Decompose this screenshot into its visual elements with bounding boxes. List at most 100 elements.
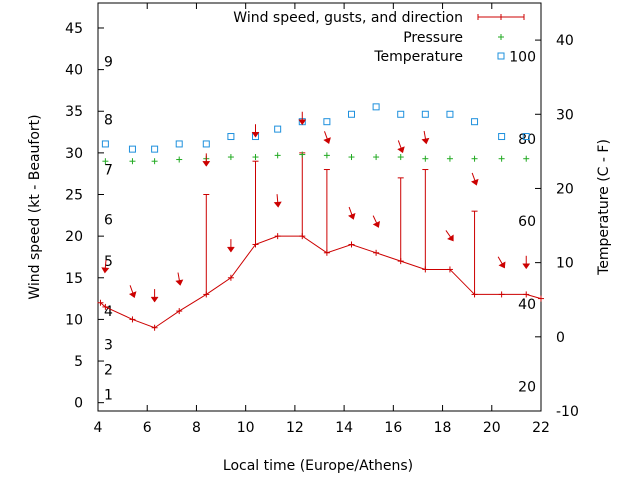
temperature-point xyxy=(128,145,136,153)
fahrenheit-label: 100 xyxy=(509,49,536,65)
x-tick-label: 4 xyxy=(94,420,103,436)
wind-arrow-head xyxy=(128,291,137,298)
temperature-point xyxy=(227,133,235,141)
beaufort-label: 2 xyxy=(104,362,113,378)
y-right-tick-label: 30 xyxy=(556,107,574,123)
wind-arrow-head xyxy=(323,137,331,144)
wind-arrow xyxy=(175,272,184,286)
legend-temperature-marker xyxy=(497,52,505,60)
wind-arrow-head xyxy=(226,246,235,253)
temperature-series xyxy=(101,103,530,153)
pressure-series xyxy=(102,151,530,165)
temperature-point xyxy=(274,125,282,133)
wind-arrow-head xyxy=(447,234,454,242)
wind-arrow-head xyxy=(498,261,506,269)
beaufort-label: 1 xyxy=(104,387,113,403)
x-tick-label: 20 xyxy=(483,420,501,436)
x-tick-label: 22 xyxy=(532,420,550,436)
wind-arrow xyxy=(421,130,430,145)
fahrenheit-label: 20 xyxy=(518,380,536,396)
beaufort-label: 3 xyxy=(104,337,113,353)
y-left-tick-label: 40 xyxy=(65,63,83,79)
temperature-point xyxy=(347,110,355,118)
y-left-tick-label: 5 xyxy=(74,354,83,370)
temperature-point xyxy=(151,145,159,153)
wind-arrow xyxy=(128,285,137,298)
temperature-point xyxy=(471,118,479,126)
y-left-tick-label: 15 xyxy=(65,271,83,287)
x-tick-label: 10 xyxy=(237,420,255,436)
temperature-point xyxy=(522,133,530,141)
wind-arrow-head xyxy=(251,131,260,138)
gust-bars xyxy=(203,152,478,295)
wind-arrow xyxy=(445,230,454,242)
beaufort-label: 9 xyxy=(104,54,113,70)
y-left-tick-label: 20 xyxy=(65,229,83,245)
wind-arrow-head xyxy=(522,263,531,270)
wind-arrow xyxy=(150,289,159,303)
legend-label: Pressure xyxy=(403,30,463,46)
y-right-tick-label: 0 xyxy=(556,330,565,346)
wind-arrow-head xyxy=(421,137,430,145)
wind-arrow-head xyxy=(175,279,184,286)
wind-arrow xyxy=(202,153,211,167)
x-tick-label: 8 xyxy=(192,420,201,436)
wind-arrow-head xyxy=(101,267,110,274)
wind-arrow-head xyxy=(471,178,479,186)
legend-label: Temperature xyxy=(373,49,463,65)
beaufort-labels: 1 2 3 4 5 6 7 8 9 xyxy=(104,54,113,403)
y-axis-left-label: Wind speed (kt - Beaufort) xyxy=(27,114,43,299)
plot-frame xyxy=(97,2,542,412)
wind-arrow xyxy=(397,140,405,154)
wind-arrow-head xyxy=(202,161,211,167)
wind-arrow-head xyxy=(298,119,307,126)
wind-arrow-head xyxy=(273,201,282,208)
y-axis-right-label: Temperature (C - F) xyxy=(596,139,612,276)
temperature-point xyxy=(397,110,405,118)
temperature-point xyxy=(175,140,183,148)
legend-label: Wind speed, gusts, and direction xyxy=(233,10,463,26)
beaufort-label: 4 xyxy=(104,304,113,320)
x-tick-label: 6 xyxy=(143,420,152,436)
temperature-point xyxy=(372,103,380,111)
wind-speed-line xyxy=(100,235,542,329)
y-right-tick-label: 40 xyxy=(556,33,574,49)
wind-arrow-head xyxy=(150,296,159,303)
x-tick-label: 18 xyxy=(434,420,452,436)
x-tick-label: 12 xyxy=(286,420,304,436)
wind-arrow xyxy=(251,124,260,138)
wind-direction-arrows xyxy=(101,111,531,303)
y-right-tick-label: 20 xyxy=(556,181,574,197)
y-left-tick-label: 45 xyxy=(65,21,83,37)
y-left-tick-label: 10 xyxy=(65,312,83,328)
wind-arrow-head xyxy=(348,213,356,220)
wind-arrow xyxy=(273,194,282,208)
temperature-point xyxy=(202,140,210,148)
axes: 4 6 8 10 12 14 16 18 20 22051015202530354045-1001… xyxy=(65,2,579,436)
temperature-point xyxy=(446,110,454,118)
fahrenheit-label: 60 xyxy=(518,214,536,230)
wind-arrow xyxy=(226,239,235,253)
wind-arrow xyxy=(101,259,110,274)
wind-arrow xyxy=(348,206,356,220)
y-right-tick-label: -10 xyxy=(556,404,579,420)
y-right-tick-label: 10 xyxy=(556,256,574,272)
beaufort-label: 8 xyxy=(104,113,113,129)
x-tick-label: 14 xyxy=(335,420,353,436)
wind-arrow xyxy=(298,111,307,126)
wind-arrow-head xyxy=(372,220,381,228)
beaufort-label: 5 xyxy=(104,254,113,270)
y-left-tick-label: 35 xyxy=(65,104,83,120)
y-left-tick-label: 30 xyxy=(65,146,83,162)
x-tick-label: 16 xyxy=(384,420,402,436)
temperature-point xyxy=(421,110,429,118)
beaufort-label: 7 xyxy=(104,163,113,179)
temperature-point xyxy=(498,133,506,141)
wind-arrow xyxy=(372,215,381,228)
y-left-tick-label: 0 xyxy=(74,396,83,412)
y-left-tick-label: 25 xyxy=(65,188,83,204)
legend: Wind speed, gusts, and direction Pressure… xyxy=(233,10,525,65)
fahrenheit-label: 40 xyxy=(518,297,536,313)
